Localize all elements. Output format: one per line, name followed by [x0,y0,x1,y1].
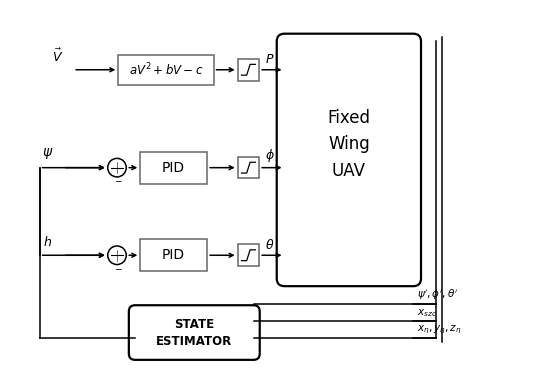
Bar [118,55,214,85]
Text: PID: PID [162,248,185,262]
Bar [140,152,207,183]
Text: $h$: $h$ [43,235,52,249]
Text: PID: PID [162,161,185,175]
Text: $-$: $-$ [114,263,123,272]
Text: $\phi$: $\phi$ [265,147,275,164]
Text: Fixed
Wing
UAV: Fixed Wing UAV [327,109,370,180]
Circle shape [108,246,126,265]
Bar [238,157,259,178]
Bar [140,239,207,271]
Text: $-$: $-$ [114,176,123,185]
Text: $\theta$: $\theta$ [265,238,275,252]
Text: $P$: $P$ [265,53,275,66]
Text: $x_{szc}$: $x_{szc}$ [417,307,437,319]
Bar [238,245,259,266]
Text: $aV^2+bV-c$: $aV^2+bV-c$ [129,62,203,78]
Text: $\psi',\phi',\theta'$: $\psi',\phi',\theta'$ [417,287,458,301]
Text: $\vec{V}$: $\vec{V}$ [52,47,63,65]
Bar [238,59,259,81]
Text: $\psi$: $\psi$ [42,147,53,162]
FancyBboxPatch shape [129,305,260,360]
Text: $x_{\eta},y_{\eta},z_{\eta}$: $x_{\eta},y_{\eta},z_{\eta}$ [417,323,462,336]
FancyBboxPatch shape [277,34,421,286]
Circle shape [108,158,126,177]
Text: STATE
ESTIMATOR: STATE ESTIMATOR [156,318,232,348]
